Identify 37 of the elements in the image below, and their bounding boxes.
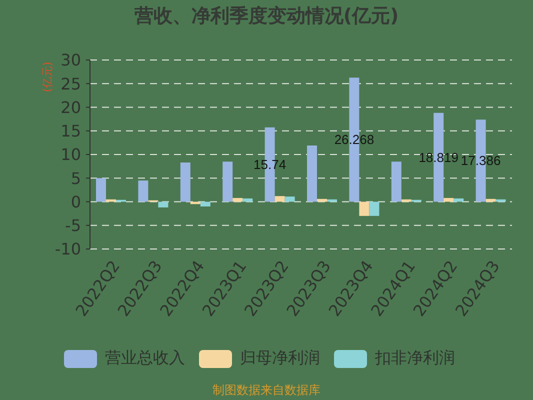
- bar: [158, 202, 168, 208]
- bar: [180, 162, 190, 202]
- y-tick-label: 10: [60, 145, 81, 164]
- bar: [138, 180, 148, 202]
- y-tick-label: 15: [60, 122, 81, 141]
- y-tick-label: 25: [60, 74, 81, 94]
- text: 制图数据来自数据库: [212, 383, 320, 397]
- bar: [454, 198, 464, 202]
- bar: [401, 199, 412, 202]
- bar: [317, 198, 327, 202]
- bar: [200, 202, 210, 206]
- y-tick-label: 5: [70, 168, 81, 188]
- bar: [274, 196, 285, 202]
- bar: [96, 178, 106, 202]
- bar: [106, 199, 116, 202]
- legend-label: 归母净利润: [240, 348, 320, 367]
- y-tick-label: 0: [70, 192, 81, 212]
- bar: [232, 198, 243, 202]
- y-tick-label: 30: [60, 50, 81, 70]
- bar: [327, 199, 337, 202]
- y-tick-label: -10: [54, 240, 81, 259]
- bar: [391, 162, 402, 202]
- y-tick-label: 20: [60, 98, 81, 117]
- y-axis-title: (亿元): [41, 62, 54, 92]
- y-tick-label: -5: [65, 216, 81, 236]
- bar: [496, 199, 506, 202]
- bar: [242, 198, 253, 202]
- bar: [307, 146, 317, 202]
- chart-title: 营收、净利季度变动情况(亿元): [134, 5, 399, 27]
- bar: [359, 202, 370, 216]
- legend-label: 扣非净利润: [375, 348, 455, 367]
- bar: [444, 198, 454, 202]
- bar: [284, 196, 295, 202]
- bar: [222, 162, 233, 202]
- bar: [369, 202, 380, 216]
- legend-label: 营业总收入: [105, 348, 185, 367]
- bar: [486, 198, 496, 202]
